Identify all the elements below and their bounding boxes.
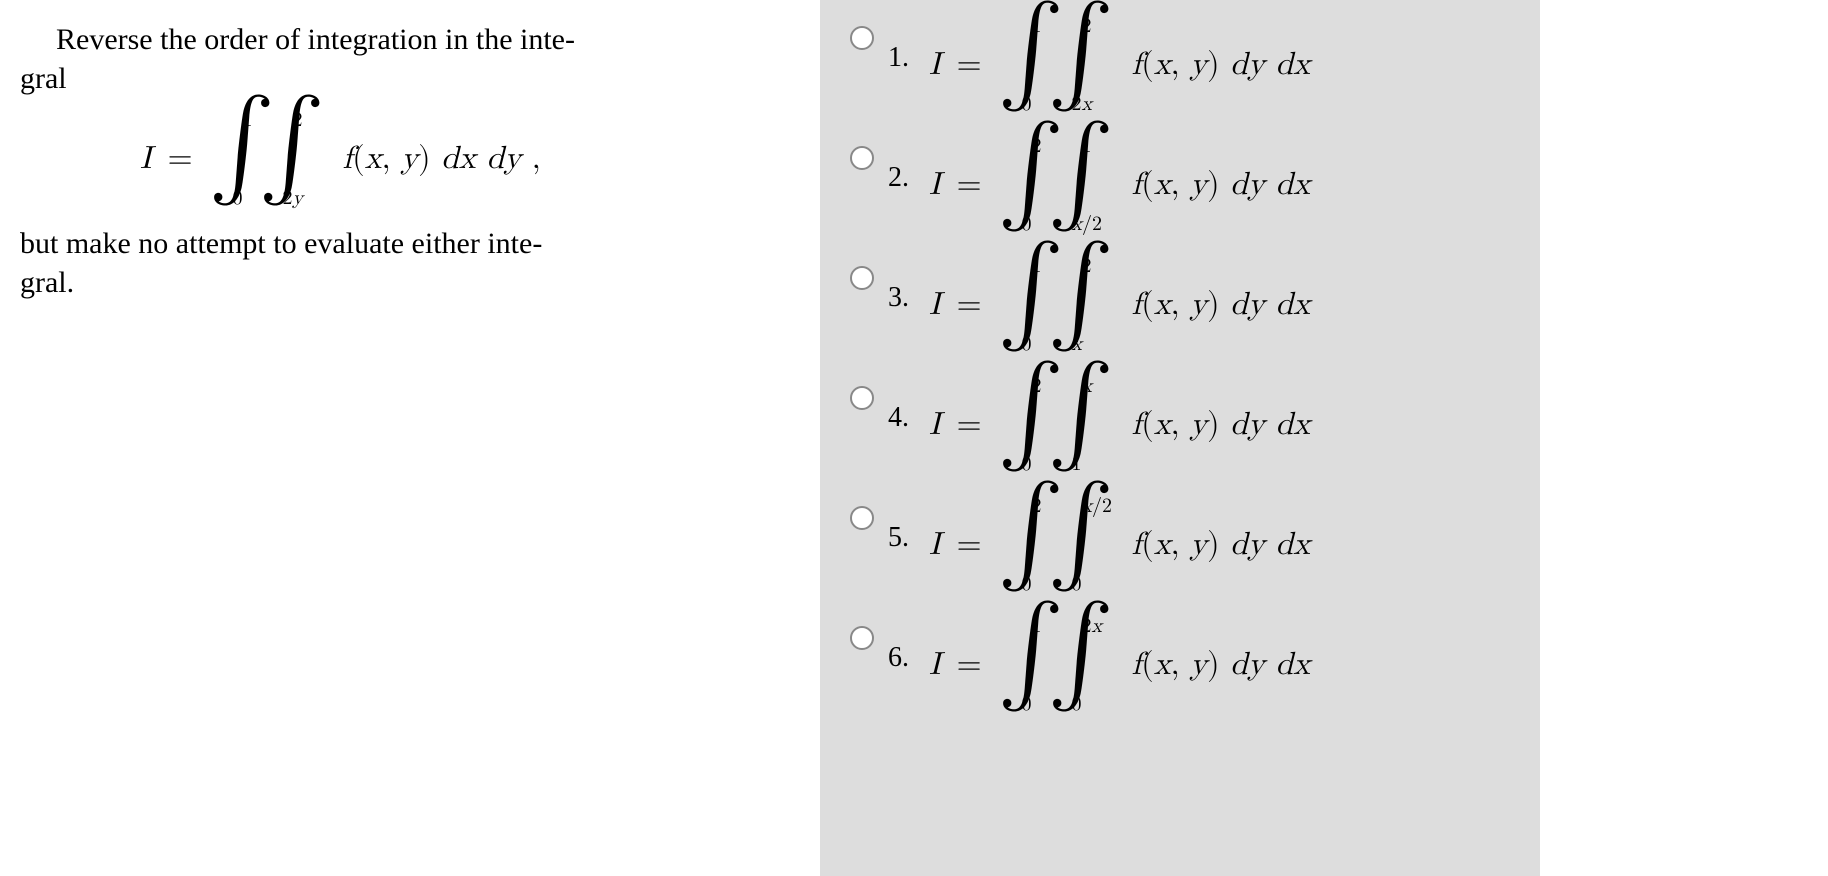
question-line-1: Reverse the order of integration in the … xyxy=(20,20,790,59)
symbol-I: I xyxy=(929,406,941,444)
inner-integral: ∫ 2 x xyxy=(1047,260,1091,350)
option-equation: I = ∫ 2 0 ∫ x 1 f(x, y) dy dx xyxy=(929,380,1310,470)
radio-button[interactable] xyxy=(850,386,874,410)
option-number: 5. xyxy=(888,522,909,554)
integrand: f(x, y) dy dx xyxy=(1131,46,1310,84)
radio-button[interactable] xyxy=(850,266,874,290)
inner-integral: ∫ 2 2y xyxy=(258,114,302,204)
question-line-2: gral xyxy=(20,59,790,98)
option-number: 3. xyxy=(888,282,909,314)
question-text-continued: but make no attempt to evaluate either i… xyxy=(20,224,790,302)
outer-integral: ∫ 1 0 xyxy=(997,20,1041,110)
option-equation: I = ∫ 2 0 ∫ x/2 0 f(x, y) dy dx xyxy=(929,500,1310,590)
answer-option[interactable]: 4. I = ∫ 2 0 ∫ x 1 f(x, y) dy dx xyxy=(850,380,1500,470)
inner-lower-limit: 2y xyxy=(282,186,303,210)
symbol-I: I xyxy=(929,46,941,84)
option-number: 2. xyxy=(888,162,909,194)
answer-option[interactable]: 5. I = ∫ 2 0 ∫ x/2 0 f(x, y) dy dx xyxy=(850,500,1500,590)
option-number: 6. xyxy=(888,642,909,674)
symbol-I: I xyxy=(929,526,941,564)
option-number: 4. xyxy=(888,402,909,434)
outer-lower-limit: 0 xyxy=(232,186,242,210)
symbol-I: I xyxy=(929,166,941,204)
symbol-I: I xyxy=(929,286,941,324)
answer-option[interactable]: 2. I = ∫ 2 0 ∫ 1 x/2 f(x, y) dy dx xyxy=(850,140,1500,230)
answer-option[interactable]: 6. I = ∫ 1 0 ∫ 2x 0 f(x, y) dy dx xyxy=(850,620,1500,710)
equals-sign: = xyxy=(957,646,982,684)
option-equation: I = ∫ 1 0 ∫ 2 2x f(x, y) dy dx xyxy=(929,20,1310,110)
question-column: Reverse the order of integration in the … xyxy=(0,0,820,876)
outer-integral: ∫ 2 0 xyxy=(997,500,1041,590)
equals-sign: = xyxy=(957,406,982,444)
option-equation: I = ∫ 1 0 ∫ 2x 0 f(x, y) dy dx xyxy=(929,620,1310,710)
right-margin xyxy=(1540,0,1828,876)
equals-sign: = xyxy=(957,526,982,564)
equals-sign: = xyxy=(957,166,982,204)
option-equation: I = ∫ 2 0 ∫ 1 x/2 f(x, y) dy dx xyxy=(929,140,1310,230)
equals-sign: = xyxy=(957,286,982,324)
radio-button[interactable] xyxy=(850,146,874,170)
inner-integral: ∫ 2 2x xyxy=(1047,20,1091,110)
integrand: f(x, y) dy dx xyxy=(1131,526,1310,564)
answer-option[interactable]: 1. I = ∫ 1 0 ∫ 2 2x f(x, y) dy dx xyxy=(850,20,1500,110)
answers-panel: 1. I = ∫ 1 0 ∫ 2 2x f(x, y) dy dx 2. I =… xyxy=(820,0,1540,876)
outer-integral: ∫ 1 0 xyxy=(997,620,1041,710)
radio-button[interactable] xyxy=(850,626,874,650)
inner-upper-limit: 2 xyxy=(292,108,302,132)
outer-upper-limit: 1 xyxy=(242,108,252,132)
question-line-4: gral. xyxy=(20,263,790,302)
inner-integral: ∫ x 1 xyxy=(1047,380,1091,470)
outer-integral: ∫ 2 0 xyxy=(997,140,1041,230)
inner-integral: ∫ x/2 0 xyxy=(1047,500,1091,590)
outer-integral: ∫ 1 0 xyxy=(997,260,1041,350)
outer-integral: ∫ 2 0 xyxy=(997,380,1041,470)
outer-integral: ∫ 1 0 xyxy=(208,114,252,204)
option-equation: I = ∫ 1 0 ∫ 2 x f(x, y) dy dx xyxy=(929,260,1310,350)
equals-sign: = xyxy=(168,140,193,178)
integrand: f(x, y) dy dx xyxy=(1131,646,1310,684)
option-number: 1. xyxy=(888,42,909,74)
integrand: f(x, y) dy dx xyxy=(1131,286,1310,324)
question-line-3: but make no attempt to evaluate either i… xyxy=(20,224,790,263)
inner-integral: ∫ 2x 0 xyxy=(1047,620,1091,710)
symbol-I: I xyxy=(929,646,941,684)
question-text: Reverse the order of integration in the … xyxy=(20,20,790,98)
symbol-I: I xyxy=(140,140,152,178)
page: Reverse the order of integration in the … xyxy=(0,0,1828,876)
integrand: f(x, y) dy dx xyxy=(1131,166,1310,204)
question-integral: I = ∫ 1 0 ∫ 2 2y f(x, y) dx dy , xyxy=(140,114,790,204)
radio-button[interactable] xyxy=(850,506,874,530)
integrand: f(x, y) dy dx xyxy=(1131,406,1310,444)
answer-option[interactable]: 3. I = ∫ 1 0 ∫ 2 x f(x, y) dy dx xyxy=(850,260,1500,350)
equals-sign: = xyxy=(957,46,982,84)
integrand: f(x, y) dx dy , xyxy=(342,140,540,178)
radio-button[interactable] xyxy=(850,26,874,50)
inner-integral: ∫ 1 x/2 xyxy=(1047,140,1091,230)
